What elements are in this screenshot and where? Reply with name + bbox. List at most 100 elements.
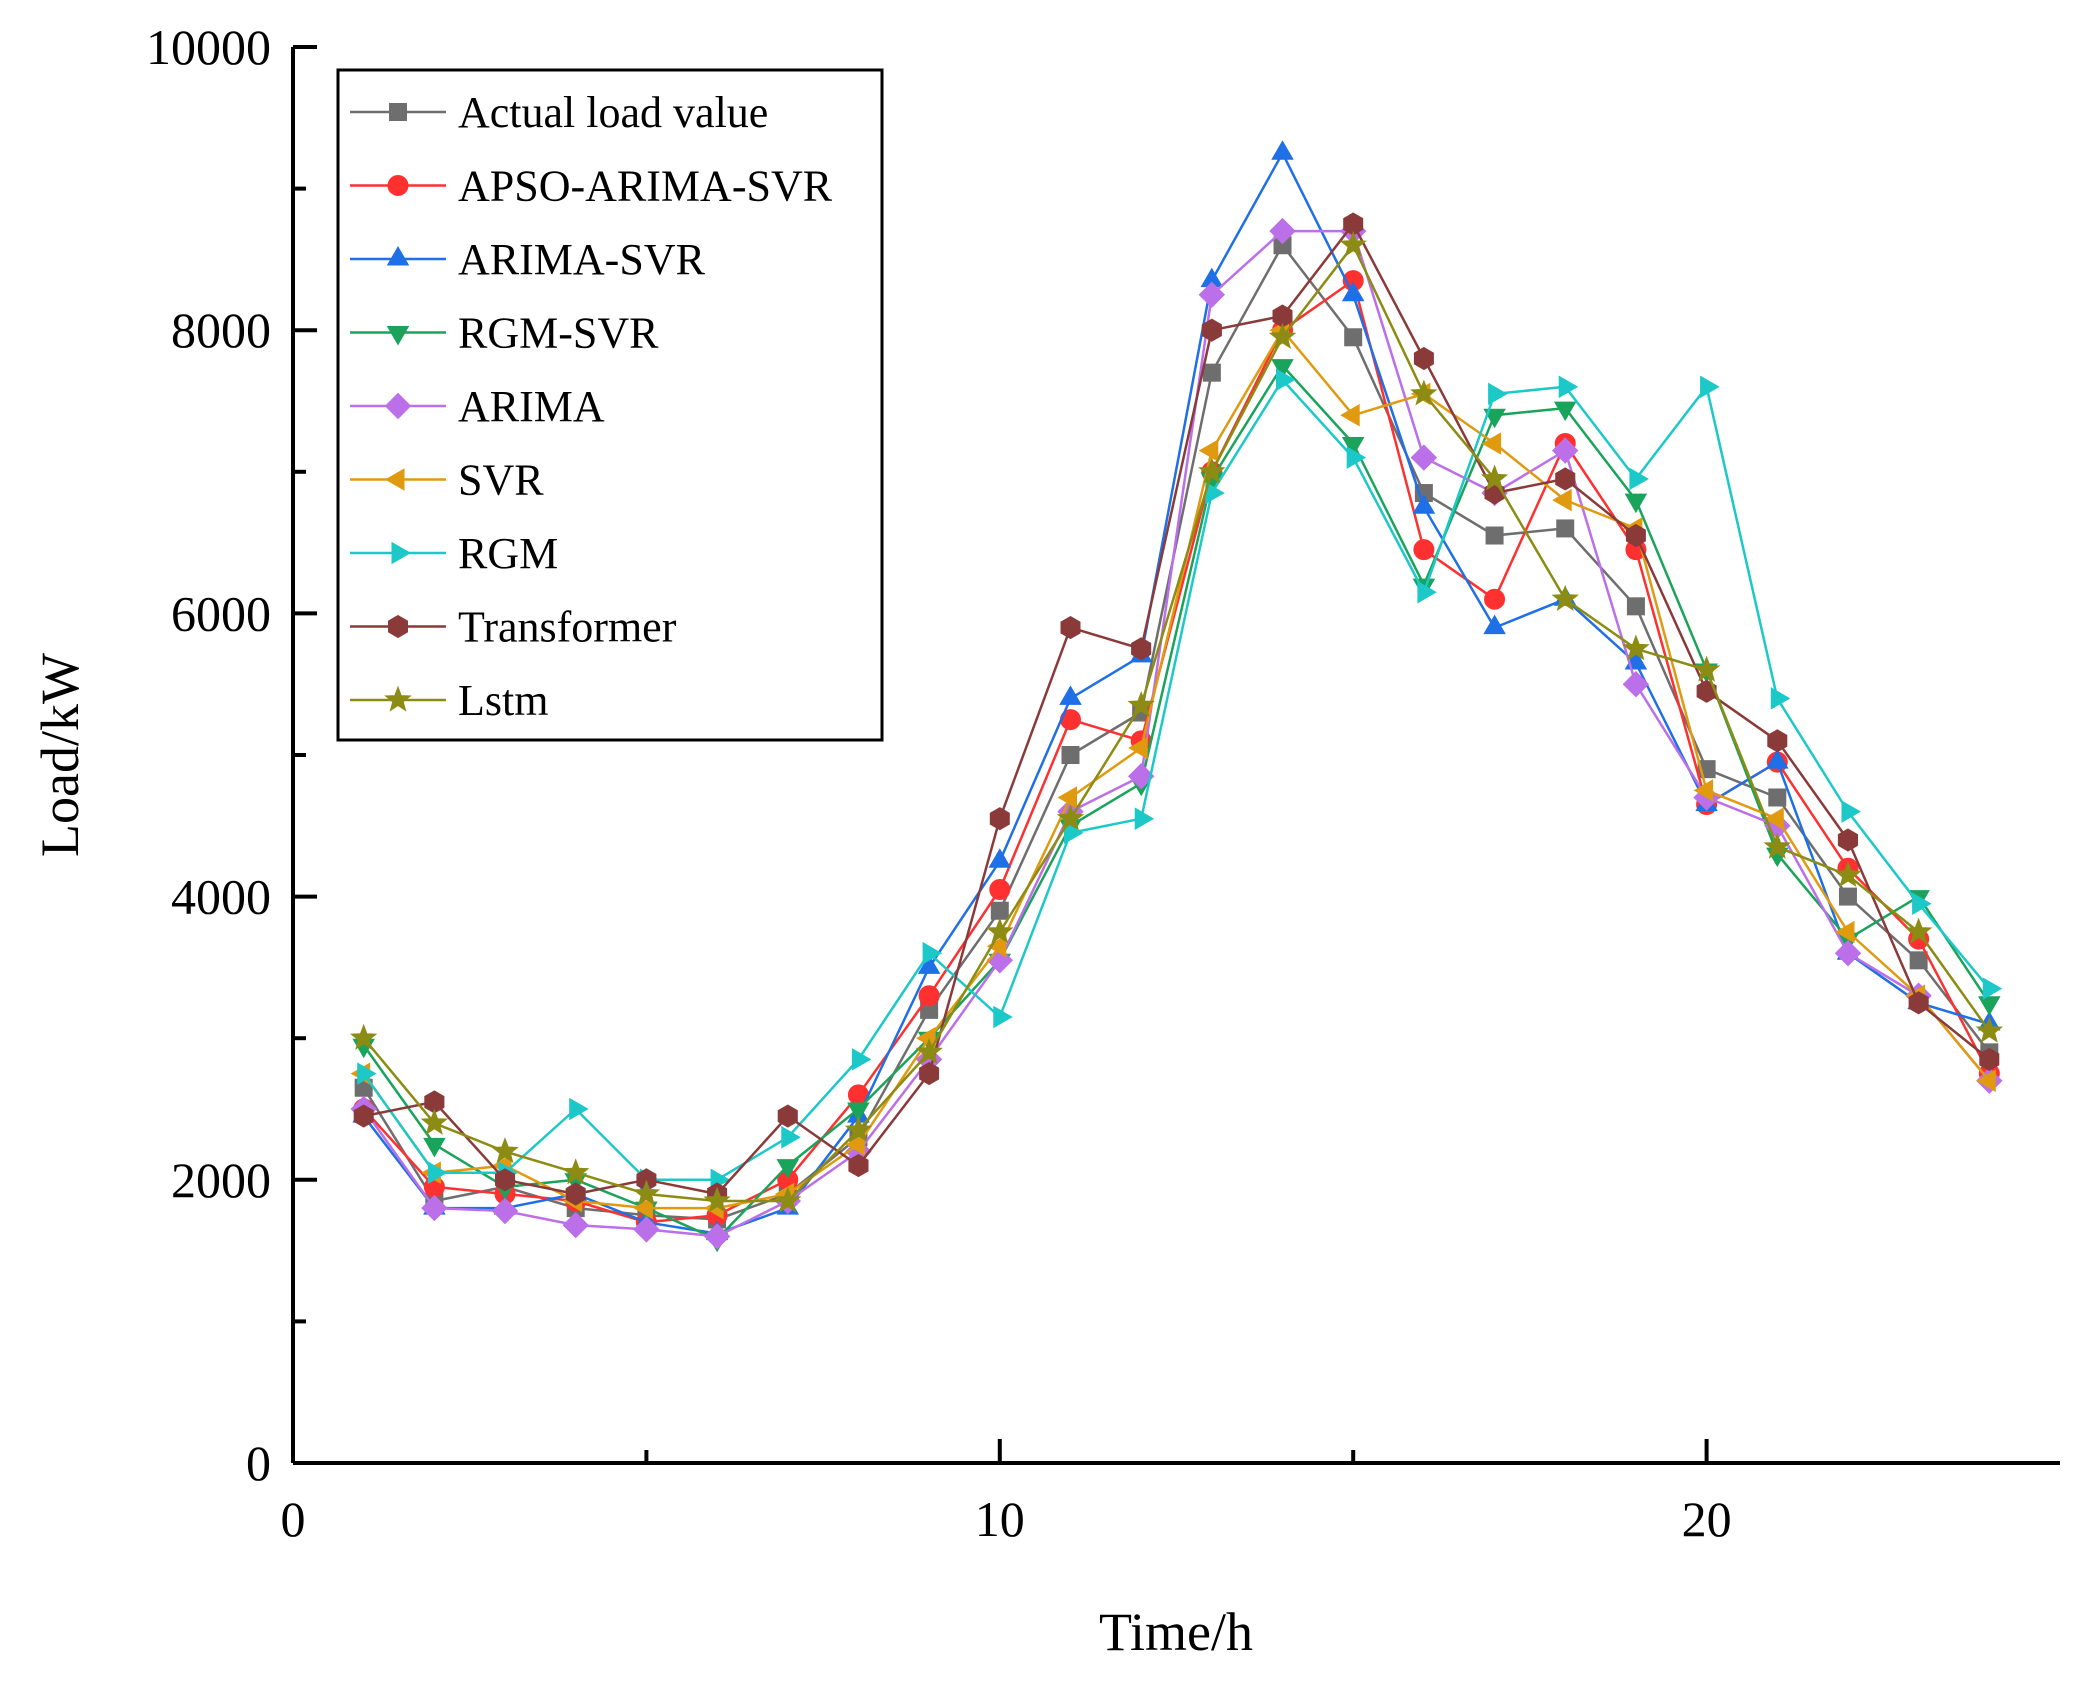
data-point bbox=[1134, 807, 1155, 830]
data-point bbox=[986, 934, 1007, 958]
data-point bbox=[1982, 977, 2003, 1000]
x-tick-label: 10 bbox=[975, 1491, 1025, 1547]
data-point bbox=[1766, 749, 1789, 769]
data-point bbox=[1908, 991, 1929, 1015]
data-point bbox=[1979, 1047, 2000, 1071]
data-point bbox=[1622, 634, 1650, 661]
data-point bbox=[1556, 519, 1575, 538]
data-point bbox=[989, 879, 1011, 901]
data-point bbox=[1268, 322, 1297, 349]
data-point bbox=[848, 1154, 869, 1178]
data-point bbox=[1127, 690, 1155, 718]
data-point bbox=[1059, 685, 1082, 705]
legend-label: Transformer bbox=[458, 603, 677, 652]
legend: Actual load value APSO-ARIMA-SVR ARIMA-SVR… bbox=[336, 68, 884, 742]
data-point bbox=[633, 1196, 653, 1220]
legend-label: SVR bbox=[458, 456, 544, 505]
legend-item: APSO-ARIMA-SVR bbox=[350, 162, 833, 211]
y-tick-label: 10000 bbox=[146, 19, 271, 75]
legend-item: SVR bbox=[350, 456, 544, 505]
legend-item: Transformer bbox=[350, 603, 677, 652]
data-point bbox=[562, 1158, 590, 1185]
data-point bbox=[1552, 488, 1572, 512]
data-point bbox=[1484, 588, 1506, 610]
data-point bbox=[1202, 363, 1221, 382]
data-point bbox=[1693, 779, 1714, 802]
data-point bbox=[1551, 584, 1579, 611]
data-point bbox=[1061, 746, 1080, 764]
data-point bbox=[1841, 800, 1861, 823]
data-point bbox=[1271, 359, 1294, 379]
data-point bbox=[1837, 828, 1858, 852]
data-point bbox=[922, 941, 943, 965]
data-point bbox=[1413, 346, 1434, 371]
data-point bbox=[1838, 887, 1857, 906]
data-point bbox=[1344, 328, 1363, 347]
data-point bbox=[1622, 670, 1650, 698]
legend-swatch-marker bbox=[384, 392, 412, 420]
legend-label: Lstm bbox=[458, 676, 548, 725]
data-point bbox=[989, 807, 1010, 831]
data-point bbox=[1483, 408, 1506, 429]
data-point bbox=[851, 1048, 872, 1071]
data-point bbox=[1553, 401, 1577, 422]
data-point bbox=[1909, 951, 1928, 970]
data-point bbox=[1768, 788, 1787, 807]
data-point bbox=[1629, 467, 1649, 491]
data-point bbox=[1555, 467, 1576, 491]
series-line bbox=[362, 378, 1991, 1182]
data-point bbox=[1700, 375, 1720, 399]
data-point bbox=[781, 1126, 801, 1149]
data-point bbox=[1340, 403, 1360, 427]
data-point bbox=[1057, 786, 1077, 809]
y-tick-label: 4000 bbox=[171, 869, 271, 925]
data-point bbox=[1488, 382, 1508, 406]
legend-swatch-marker bbox=[391, 541, 411, 565]
data-point bbox=[1198, 281, 1226, 309]
data-point bbox=[1341, 437, 1365, 457]
data-point bbox=[1626, 597, 1645, 616]
data-point bbox=[1128, 736, 1148, 760]
data-point bbox=[703, 1186, 731, 1213]
y-tick-label: 0 bbox=[246, 1435, 271, 1491]
x-axis-title: Time/h bbox=[1099, 1602, 1253, 1662]
data-point bbox=[847, 1102, 870, 1122]
legend-label: ARIMA bbox=[458, 382, 605, 431]
y-tick-label: 6000 bbox=[171, 585, 271, 641]
data-point bbox=[1417, 580, 1437, 604]
data-point bbox=[562, 1211, 589, 1239]
legend-item: Lstm bbox=[350, 676, 548, 725]
data-point bbox=[703, 1223, 731, 1250]
y-axis-title: Load/kW bbox=[30, 653, 90, 857]
data-point bbox=[1767, 729, 1788, 753]
data-point bbox=[1276, 368, 1296, 392]
data-point bbox=[357, 1062, 377, 1085]
legend-label: RGM bbox=[458, 529, 558, 578]
data-point bbox=[1271, 140, 1294, 160]
data-point bbox=[423, 1137, 446, 1158]
legend-label: RGM-SVR bbox=[458, 309, 659, 358]
legend-swatch-marker bbox=[388, 614, 408, 639]
series-line bbox=[362, 328, 1991, 1210]
data-point bbox=[353, 1104, 374, 1128]
data-point bbox=[1912, 892, 1932, 915]
data-point bbox=[491, 1197, 519, 1225]
legend-item: RGM bbox=[350, 529, 558, 578]
data-point bbox=[1341, 281, 1365, 302]
data-point bbox=[1696, 679, 1717, 703]
legend-swatch-marker bbox=[387, 175, 409, 196]
data-point bbox=[777, 1104, 798, 1128]
x-tick-label: 0 bbox=[281, 1491, 306, 1547]
x-tick-label: 20 bbox=[1682, 1491, 1732, 1547]
data-point bbox=[917, 954, 941, 974]
y-tick-label: 8000 bbox=[171, 302, 271, 358]
data-point bbox=[988, 848, 1012, 868]
data-point bbox=[915, 1037, 943, 1065]
data-point bbox=[1834, 860, 1862, 888]
data-point bbox=[1558, 375, 1579, 399]
legend-item: ARIMA-SVR bbox=[350, 235, 706, 284]
legend-swatch-marker bbox=[386, 326, 410, 346]
legend-swatch-marker bbox=[385, 468, 405, 491]
y-tick-label: 2000 bbox=[171, 1152, 271, 1208]
